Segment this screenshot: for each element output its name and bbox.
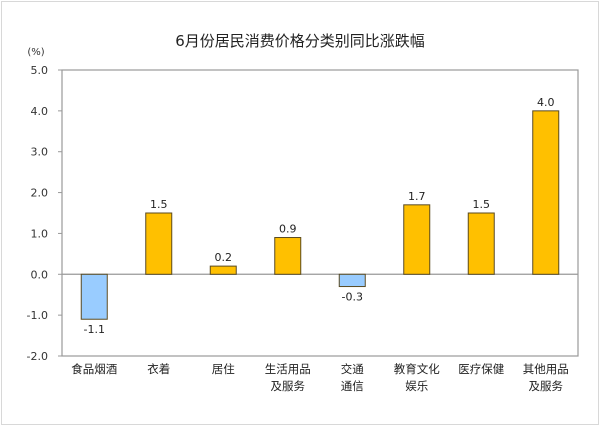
x-category-label: 交通: [341, 362, 364, 376]
data-label: 1.5: [150, 198, 168, 211]
data-label: 0.9: [279, 223, 297, 236]
data-label: 0.2: [215, 251, 233, 264]
data-label: -0.3: [342, 291, 363, 304]
y-tick-label: 2.0: [31, 187, 49, 200]
y-tick-label: 1.0: [31, 227, 49, 240]
x-category-label: 医疗保健: [458, 362, 504, 376]
y-tick-label: 0.0: [31, 268, 49, 281]
bar: [145, 212, 173, 275]
y-tick-label: -2.0: [27, 350, 48, 363]
x-category-label: 生活用品: [265, 362, 311, 376]
x-category-label: 衣着: [147, 362, 170, 376]
x-category-label: 及服务: [529, 379, 564, 393]
x-category-label: 居住: [212, 362, 235, 376]
data-label: 4.0: [537, 96, 555, 109]
data-label: 1.5: [473, 198, 491, 211]
x-category-label: 食品烟酒: [71, 362, 117, 376]
x-category-label: 教育文化: [394, 362, 440, 376]
bar: [274, 237, 302, 275]
bar: [338, 273, 366, 288]
x-category-label: 其他用品: [523, 362, 569, 376]
x-category-label: 通信: [341, 379, 364, 393]
bar: [80, 273, 108, 320]
y-tick-label: 3.0: [31, 146, 49, 159]
x-category-label: 及服务: [271, 379, 306, 393]
bar: [209, 265, 237, 275]
y-tick-label: 5.0: [31, 64, 49, 77]
data-label: -1.1: [84, 323, 105, 336]
y-tick-label: 4.0: [31, 105, 49, 118]
plot-area-border: [61, 69, 579, 357]
chart-title: 6月份居民消费价格分类别同比涨跌幅: [175, 32, 425, 50]
y-tick-label: -1.0: [27, 309, 48, 322]
bar: [467, 212, 495, 275]
data-label: 1.7: [408, 190, 426, 203]
y-axis-unit: (%): [27, 47, 44, 58]
x-category-label: 娱乐: [405, 379, 428, 393]
bar: [403, 204, 431, 275]
bar: [532, 110, 560, 275]
